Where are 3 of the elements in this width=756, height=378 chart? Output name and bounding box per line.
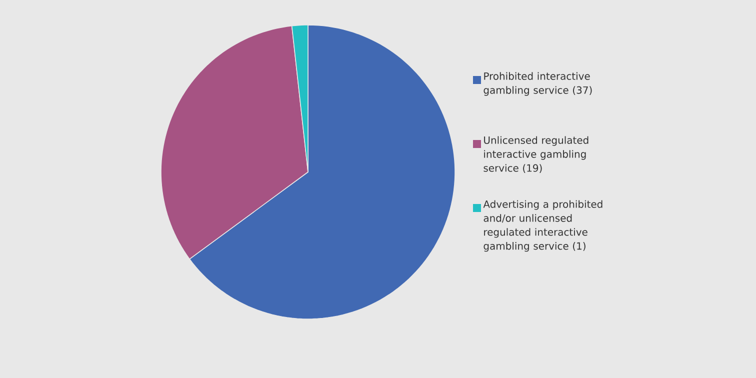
legend-label: Advertising a prohibited and/or unlicensed regulated interactive gambling service (1) bbox=[483, 200, 602, 252]
legend-label: Prohibited interactive gambling service (37) bbox=[484, 72, 592, 96]
legend-label: Unlicensed regulated interactive gambling service (19) bbox=[484, 136, 588, 173]
